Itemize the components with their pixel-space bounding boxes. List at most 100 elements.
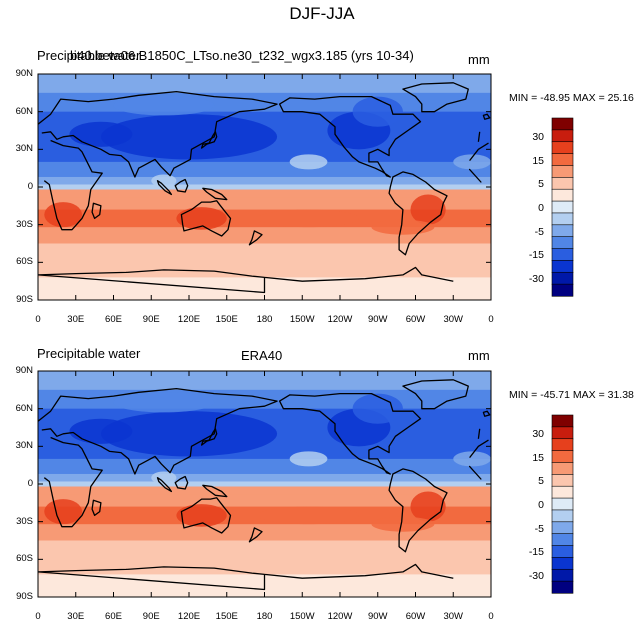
coastline-madagascar — [91, 499, 102, 517]
map-panel-2 — [37, 370, 492, 598]
panel-1-center-title: b40.beta06.B1850C_LTso.ne30_t232_wgx3.18… — [70, 48, 414, 63]
colorbar-swatch — [551, 474, 574, 487]
lon-tick-label: 60E — [105, 611, 122, 622]
lat-tick-label: 90S — [16, 591, 33, 602]
lon-tick-label: 120W — [327, 611, 353, 622]
colorbar-label: -15 — [528, 546, 544, 559]
lat-tick-label: 30S — [16, 218, 33, 230]
lon-tick-label: 90W — [367, 611, 388, 622]
field-blob — [113, 392, 215, 413]
lon-tick-label: 180 — [256, 314, 273, 325]
colorbar-swatch — [551, 462, 574, 475]
colorbar-swatch — [551, 545, 574, 558]
field-blob — [151, 174, 177, 188]
colorbar-swatch — [551, 509, 574, 523]
field-band — [38, 494, 491, 508]
colorbar-swatch — [551, 426, 574, 440]
lon-tick-label: 90W — [367, 314, 388, 325]
field-band — [38, 540, 491, 560]
field-band — [38, 481, 491, 488]
coastlines-2 — [38, 379, 491, 591]
colorbar-swatch — [551, 485, 574, 499]
colorbar-label: 0 — [538, 202, 544, 214]
panel-2-center-title: ERA40 — [241, 348, 283, 363]
colorbar-swatch — [551, 438, 574, 452]
colorbar-swatch — [551, 497, 574, 511]
coastline-sumatra — [156, 477, 173, 493]
lon-tick-label: 60W — [405, 611, 426, 622]
field-blob — [69, 121, 133, 147]
lat-tick-label: 30N — [15, 440, 33, 452]
panel-1-left-title: Precipitable water — [37, 48, 141, 63]
lat-tick-label: 60N — [15, 105, 33, 117]
coastline-borneo — [174, 178, 189, 193]
colorbar-label: 5 — [538, 475, 544, 488]
colorbar-label: -5 — [534, 522, 544, 535]
lon-tick-label: 30W — [443, 611, 464, 622]
coastline-japan — [200, 131, 218, 149]
lat-tick-label: 0 — [27, 181, 33, 192]
lon-tick-label: 150E — [215, 314, 238, 325]
field-blob — [100, 411, 278, 457]
field-blob — [371, 219, 435, 235]
field-band — [38, 486, 491, 495]
colorbar-swatch — [551, 248, 574, 262]
field-blob — [176, 207, 227, 230]
lat-tick-label: 90N — [15, 68, 33, 79]
colorbar-label: 0 — [538, 499, 544, 511]
lat-tick-label: 90S — [16, 294, 33, 305]
colorbar-swatch — [551, 580, 574, 594]
colorbar-swatch — [551, 533, 574, 547]
lon-tick-label: 30W — [443, 314, 464, 325]
coastline-samerica — [388, 171, 448, 256]
coastline-greenland — [402, 82, 469, 113]
field-blob — [453, 154, 491, 170]
colorbar-swatch — [551, 557, 574, 570]
coastline-antarctica — [38, 563, 454, 591]
colorbar-label: -15 — [528, 249, 544, 262]
colorbar-swatch — [551, 568, 574, 582]
coastline-africa — [43, 139, 489, 231]
colorbar-label: -5 — [534, 225, 544, 238]
field-blob — [289, 154, 328, 170]
field-blob — [176, 504, 227, 527]
coastline-namerica — [278, 392, 422, 475]
colorbar-swatch — [551, 414, 574, 428]
colorbar-label: 5 — [538, 178, 544, 191]
coastline-namerica — [278, 95, 422, 178]
field-band — [38, 473, 491, 482]
lat-tick-label: 60N — [15, 402, 33, 414]
coastline-antarctica — [38, 266, 454, 294]
field-blob — [44, 202, 83, 228]
field-blob — [410, 491, 446, 522]
coastline-uk — [482, 113, 491, 120]
figure-title: DJF-JJA — [289, 4, 355, 23]
colorbar-swatch — [551, 260, 574, 273]
colorbar-swatch — [551, 236, 574, 250]
colorbar-label: -30 — [528, 273, 544, 286]
field-band — [38, 176, 491, 185]
lon-tick-label: 0 — [488, 611, 494, 622]
panel-2-left-title: Precipitable water — [37, 346, 141, 361]
lat-tick-label: 60S — [16, 256, 33, 268]
panel-2-units: mm — [468, 348, 490, 363]
panel-2-minmax: MIN = -45.71 MAX = 31.38 — [509, 389, 634, 401]
field-blob — [100, 114, 278, 160]
colorbar-label: 30 — [532, 427, 544, 440]
coastline-australia — [180, 497, 232, 534]
lon-tick-label: 150E — [215, 611, 238, 622]
lat-tick-label: 60S — [16, 553, 33, 565]
coastline-japan — [200, 428, 218, 446]
coastline-uk — [482, 410, 491, 417]
field-band — [38, 197, 491, 211]
lat-tick-label: 0 — [27, 478, 33, 489]
lon-tick-label: 0 — [35, 611, 41, 622]
field-blob — [151, 471, 177, 484]
field-band — [38, 559, 491, 575]
lon-tick-label: 120E — [177, 611, 201, 622]
colorbar-label: -30 — [528, 570, 544, 583]
coastline-greenland — [402, 379, 469, 410]
colorbar-swatch — [551, 129, 574, 143]
lon-tick-label: 30E — [67, 314, 85, 325]
coastline-africa — [43, 436, 489, 528]
